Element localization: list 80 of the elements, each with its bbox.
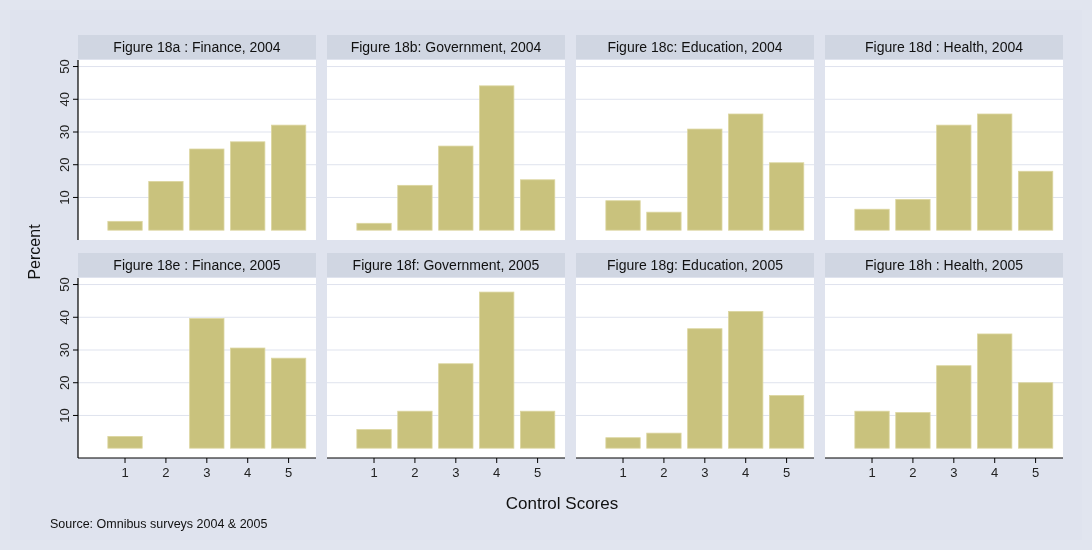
bar — [397, 184, 433, 231]
bar — [189, 148, 225, 231]
bar — [687, 128, 723, 231]
x-tick-label: 4 — [244, 465, 252, 480]
chart-title: Figure 18a : Finance, 2004 — [113, 39, 281, 55]
chart-title: Figure 18d : Health, 2004 — [865, 39, 1024, 55]
bar — [977, 333, 1013, 449]
x-tick-label: 2 — [909, 465, 917, 480]
bar — [438, 145, 474, 231]
x-tick-label: 5 — [782, 465, 791, 480]
x-tick-label: 4 — [991, 465, 999, 480]
bar — [646, 211, 682, 231]
bar — [646, 432, 682, 449]
x-tick-label: 3 — [203, 465, 211, 480]
bar — [1018, 382, 1054, 449]
bar — [687, 328, 723, 449]
bar — [271, 357, 307, 449]
chart-title: Figure 18h : Health, 2005 — [865, 257, 1024, 273]
chart-title: Figure 18b: Government, 2004 — [350, 39, 542, 55]
y-tick-label: 30 — [57, 342, 72, 358]
y-tick-label: 10 — [57, 190, 72, 205]
y-tick-label: 30 — [57, 124, 72, 140]
x-tick-label: 1 — [121, 465, 129, 480]
x-tick-label: 5 — [1031, 465, 1040, 480]
bar — [1018, 170, 1054, 231]
bar — [936, 124, 972, 231]
bar — [438, 363, 474, 449]
y-tick-label: 50 — [57, 277, 72, 292]
x-tick-label: 5 — [533, 465, 542, 480]
bar — [605, 200, 641, 231]
bar — [520, 179, 556, 231]
bar — [189, 318, 225, 449]
bar — [107, 220, 143, 231]
bar — [728, 310, 764, 449]
bar — [356, 222, 392, 231]
y-tick-label: 20 — [57, 375, 72, 390]
x-tick-label: 4 — [742, 465, 750, 480]
y-tick-label: 40 — [57, 310, 72, 325]
bar — [107, 436, 143, 449]
x-tick-label: 3 — [452, 465, 460, 480]
bar — [936, 365, 972, 449]
bar — [854, 410, 890, 449]
x-tick-label: 1 — [370, 465, 378, 480]
bar — [769, 162, 805, 231]
chart-title: Figure 18f: Government, 2005 — [352, 257, 540, 273]
bar — [479, 291, 515, 449]
bar — [520, 410, 556, 449]
chart-title: Figure 18e : Finance, 2005 — [113, 257, 281, 273]
bar — [230, 347, 266, 449]
y-tick-label: 10 — [57, 408, 72, 423]
bar — [977, 113, 1013, 231]
bar — [769, 395, 805, 449]
y-tick-label: 20 — [57, 157, 72, 172]
x-tick-label: 3 — [950, 465, 958, 480]
x-tick-label: 2 — [411, 465, 419, 480]
bar — [230, 141, 266, 231]
source-note: Source: Omnibus surveys 2004 & 2005 — [50, 517, 268, 531]
bar — [854, 208, 890, 231]
x-tick-label: 1 — [619, 465, 627, 480]
x-tick-label: 2 — [660, 465, 668, 480]
bar — [271, 124, 307, 231]
x-axis-title: Control Scores — [505, 494, 619, 513]
bar — [895, 199, 931, 231]
x-tick-label: 2 — [162, 465, 170, 480]
x-tick-label: 3 — [701, 465, 709, 480]
chart-title: Figure 18g: Education, 2005 — [607, 257, 784, 273]
bar — [148, 181, 184, 231]
bar — [397, 410, 433, 449]
x-tick-label: 4 — [493, 465, 501, 480]
bar — [605, 437, 641, 449]
bar — [728, 113, 764, 231]
bar — [356, 429, 392, 449]
y-tick-label: 50 — [57, 59, 72, 74]
y-axis-title: Percent — [26, 223, 43, 280]
x-tick-label: 5 — [284, 465, 293, 480]
bar — [895, 412, 931, 449]
bar — [479, 85, 515, 231]
chart-title: Figure 18c: Education, 2004 — [607, 39, 783, 55]
y-tick-label: 40 — [57, 92, 72, 107]
x-tick-label: 1 — [868, 465, 876, 480]
